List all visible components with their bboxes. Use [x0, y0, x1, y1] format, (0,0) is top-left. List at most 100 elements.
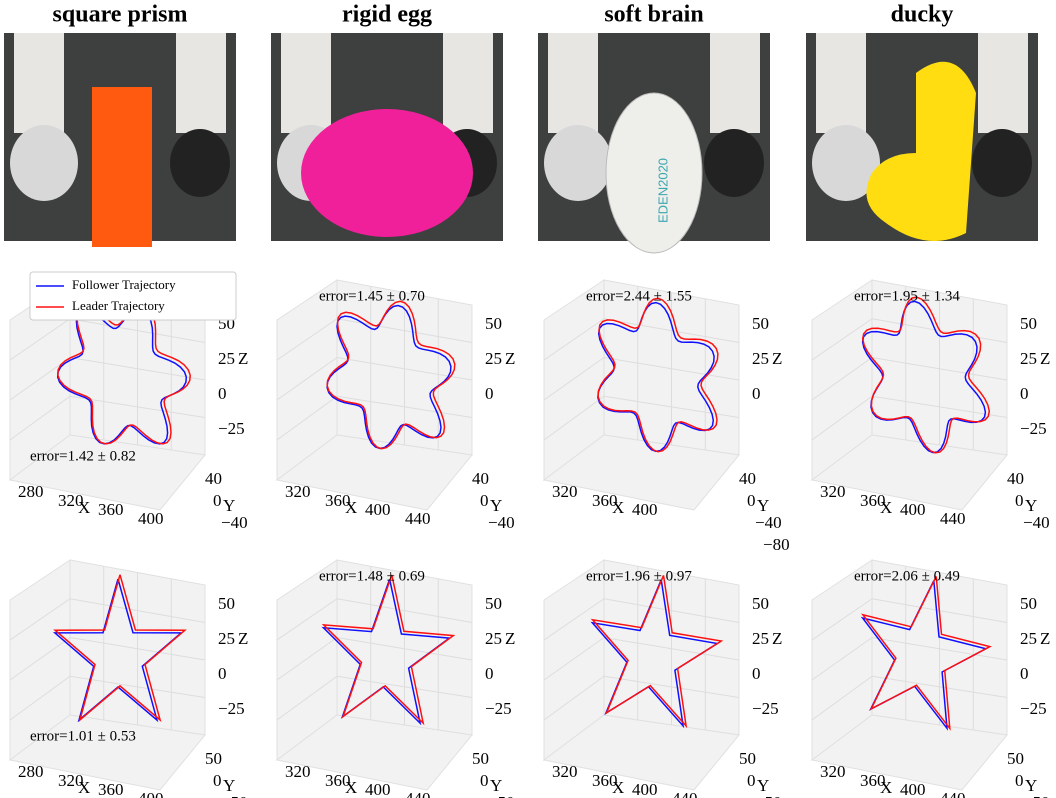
leader-trajectory [321, 574, 456, 726]
x-tick-label: 400 [138, 789, 164, 798]
x-axis-label: X [612, 778, 624, 797]
y-axis-label: Y [757, 496, 769, 515]
x-tick-label: 280 [18, 482, 44, 501]
pane-grid [871, 675, 1008, 698]
z-tick-label: 50 [752, 314, 769, 333]
column-title: soft brain [604, 2, 703, 28]
legend-label: Leader Trajectory [72, 298, 165, 313]
pane-grid [276, 637, 338, 681]
robot-left [816, 33, 866, 133]
x-tick-label: 440 [940, 789, 966, 798]
pane-grid [543, 675, 605, 721]
error-label: error=1.95 ± 1.34 [854, 288, 960, 304]
z-tick-label: 25 [752, 629, 769, 648]
z-tick-label: 0 [218, 664, 227, 683]
y-tick-label: 40 [1007, 469, 1024, 488]
x-tick-label: 320 [285, 762, 311, 781]
z-tick-label: 25 [485, 629, 502, 648]
error-label: error=1.96 ± 0.97 [586, 568, 692, 584]
legend-label: Follower Trajectory [72, 277, 176, 292]
z-axis-label: Z [1040, 349, 1050, 368]
y-axis-label: Y [1025, 776, 1037, 795]
z-tick-label: −25 [218, 419, 245, 438]
robot-right [176, 33, 226, 133]
z-tick-label: 0 [485, 384, 494, 403]
x-tick-label: 440 [672, 789, 698, 798]
robot-right [978, 33, 1028, 133]
x-axis-label: X [612, 498, 624, 517]
leader-trajectory [597, 297, 719, 453]
x-tick-label: 360 [98, 500, 124, 519]
z-tick-label: 25 [485, 349, 502, 368]
x-tick-label: 400 [365, 780, 391, 798]
x-tick-label: 360 [325, 771, 351, 790]
y-tick-label: −40 [221, 513, 248, 532]
leader-trajectory [861, 296, 991, 454]
z-tick-label: 50 [218, 594, 235, 613]
x-tick-label: 400 [900, 780, 926, 798]
y-axis-label: Y [757, 776, 769, 795]
object [92, 87, 152, 247]
leader-trajectory [861, 576, 992, 731]
pane-grid [9, 357, 71, 401]
x-axis-label: X [78, 498, 90, 517]
pane-grid [69, 395, 206, 418]
z-tick-label: 0 [752, 384, 761, 403]
gripper-left [10, 125, 78, 201]
z-tick-label: 25 [1020, 629, 1037, 648]
x-tick-label: 440 [405, 789, 431, 798]
x-tick-label: 400 [138, 509, 164, 528]
z-axis-label: Z [772, 629, 782, 648]
column-title: ducky [891, 2, 954, 28]
x-tick-label: 320 [285, 482, 311, 501]
y-tick-label: 50 [739, 749, 756, 768]
pane-grid [276, 598, 338, 641]
pane-grid [276, 395, 338, 441]
x-tick-label: 360 [860, 491, 886, 510]
floor-pane [542, 714, 740, 791]
floor-pane [275, 714, 473, 791]
legend-box [29, 271, 237, 321]
photo: EDEN2020 [538, 33, 770, 254]
plot-3d [810, 279, 1008, 511]
y-tick-label: 40 [472, 469, 489, 488]
y-tick-label: −40 [488, 513, 515, 532]
y-tick-label: 0 [213, 771, 222, 790]
gripper-right [972, 129, 1032, 197]
x-tick-label: 320 [552, 482, 578, 501]
y-tick-label: 0 [1015, 771, 1024, 790]
z-tick-label: 25 [218, 349, 235, 368]
pane-grid [811, 675, 873, 721]
floor-pane [810, 434, 1008, 511]
column-title: square prism [53, 2, 188, 28]
y-axis-label: Y [490, 496, 502, 515]
z-axis-label: Z [238, 349, 248, 368]
object [301, 109, 473, 237]
pane-grid [543, 395, 605, 441]
pane-grid [276, 675, 338, 721]
x-tick-label: 360 [592, 491, 618, 510]
y-tick-label: 0 [747, 491, 756, 510]
z-tick-label: 0 [1020, 384, 1029, 403]
pane-grid [9, 675, 71, 721]
pane-grid [811, 395, 873, 441]
z-tick-label: 50 [1020, 314, 1037, 333]
robot-right [710, 33, 760, 133]
z-tick-label: −25 [752, 699, 779, 718]
leader-trajectory [53, 574, 187, 723]
x-axis-label: X [345, 778, 357, 797]
x-tick-label: 320 [552, 762, 578, 781]
error-label: error=1.45 ± 0.70 [319, 288, 425, 304]
photo [271, 33, 503, 241]
floor-pane [8, 714, 206, 791]
pane-grid [543, 357, 605, 401]
object [866, 61, 976, 241]
z-tick-label: 0 [485, 664, 494, 683]
z-tick-label: 0 [1020, 664, 1029, 683]
leader-trajectory [326, 300, 456, 450]
pane-grid [543, 318, 605, 361]
y-tick-label: 0 [1015, 491, 1024, 510]
z-tick-label: −25 [218, 699, 245, 718]
plot-3d [810, 559, 1008, 791]
x-tick-label: 400 [365, 500, 391, 519]
